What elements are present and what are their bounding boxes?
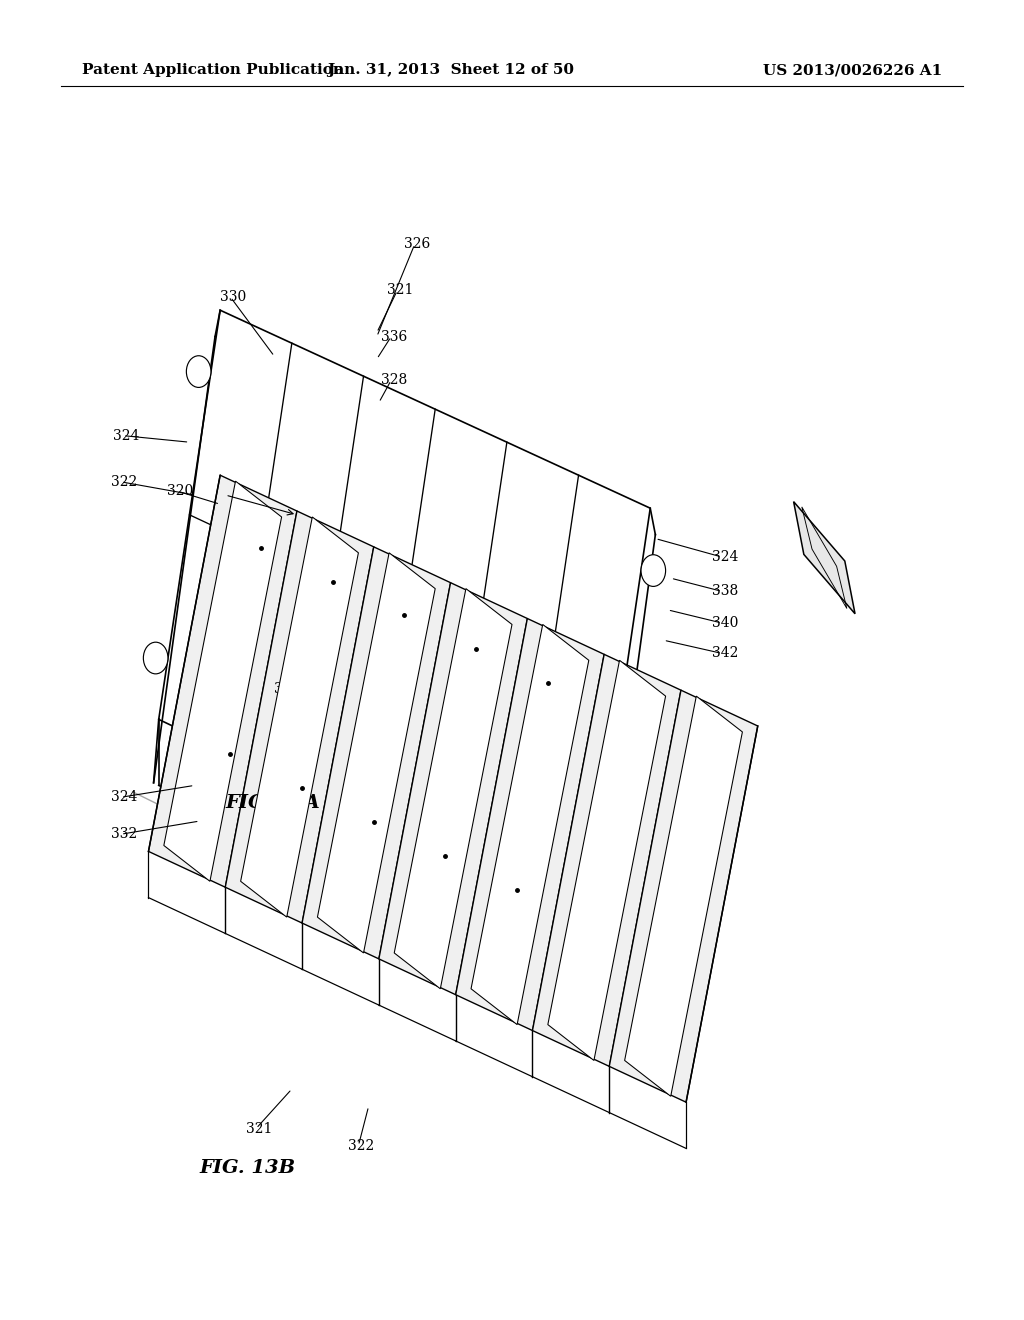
Circle shape: [186, 355, 211, 388]
Text: US 2013/0026226 A1: US 2013/0026226 A1: [763, 63, 942, 78]
Text: 321: 321: [387, 284, 414, 297]
Polygon shape: [532, 655, 681, 1067]
Polygon shape: [148, 475, 297, 887]
Text: Patent Application Publication: Patent Application Publication: [82, 63, 344, 78]
Text: 324: 324: [113, 429, 139, 442]
Polygon shape: [394, 589, 512, 989]
Polygon shape: [609, 690, 758, 1102]
Polygon shape: [548, 660, 666, 1060]
Polygon shape: [317, 553, 435, 953]
Text: FIG. 13B: FIG. 13B: [200, 1159, 296, 1177]
Polygon shape: [302, 546, 451, 958]
Text: 336: 336: [381, 330, 408, 343]
Text: 320: 320: [167, 484, 194, 498]
Text: Jan. 31, 2013  Sheet 12 of 50: Jan. 31, 2013 Sheet 12 of 50: [327, 63, 574, 78]
Text: FIG. 13A: FIG. 13A: [225, 793, 321, 812]
Text: 332: 332: [111, 828, 137, 841]
Polygon shape: [456, 619, 604, 1031]
Polygon shape: [471, 624, 589, 1024]
Text: 334: 334: [274, 682, 301, 696]
Text: 326: 326: [404, 238, 431, 251]
Polygon shape: [794, 502, 855, 614]
Text: 342: 342: [712, 647, 738, 660]
Text: 324: 324: [712, 550, 738, 564]
Polygon shape: [164, 480, 282, 882]
Text: 322: 322: [111, 475, 137, 488]
Text: 330: 330: [220, 290, 247, 304]
Circle shape: [598, 846, 623, 878]
Text: 340: 340: [712, 616, 738, 630]
Circle shape: [641, 554, 666, 586]
Text: 324: 324: [111, 791, 137, 804]
Text: 338: 338: [712, 585, 738, 598]
Polygon shape: [225, 511, 374, 923]
Text: 321: 321: [246, 1122, 272, 1135]
Polygon shape: [241, 517, 358, 917]
Circle shape: [143, 642, 168, 673]
Text: 328: 328: [381, 374, 408, 387]
Polygon shape: [625, 696, 742, 1096]
Polygon shape: [379, 582, 527, 995]
Text: 322: 322: [348, 1139, 375, 1152]
